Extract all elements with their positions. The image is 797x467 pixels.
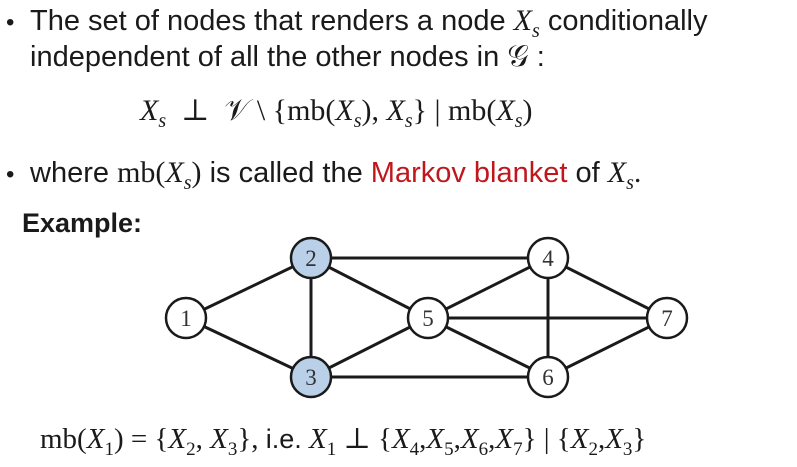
bullet-2-line: where mb(Xs) is called the Markov blanke… <box>30 156 641 200</box>
node-5: 5 <box>406 296 450 340</box>
node-circle-4 <box>526 236 570 280</box>
bullet-1-line-1: The set of nodes that renders a node Xs … <box>30 4 707 48</box>
bullet-dot-1: • <box>6 9 15 36</box>
mb-expression: mb(Xs) <box>117 156 202 194</box>
node-label-3: 3 <box>305 365 317 390</box>
edge-1-2 <box>185 256 312 320</box>
node-1: 1 <box>164 296 208 340</box>
ie-text: i.e. <box>265 424 302 454</box>
node-label-6: 6 <box>542 365 554 390</box>
example-label: Example: <box>22 208 143 238</box>
node-label-2: 2 <box>305 246 317 271</box>
node-circle-7 <box>645 296 689 340</box>
bullet-1-colon: : <box>536 41 545 73</box>
edge-5-6 <box>427 316 549 379</box>
node-circle-5 <box>406 296 450 340</box>
node-2: 2 <box>289 236 333 280</box>
edge-5-4 <box>427 256 549 320</box>
bullet-1-text-a: The set of nodes that renders a node <box>30 5 506 37</box>
graph-symbol: 𝒢 <box>507 40 529 73</box>
node-symbol: Xs <box>513 4 540 42</box>
node-label-4: 4 <box>542 246 554 271</box>
edge-6-7 <box>547 316 668 379</box>
bullet-2-text-c: of <box>575 157 600 189</box>
markov-blanket-term: Markov blanket <box>370 157 568 189</box>
markov-blanket-definition: Xs ⊥ 𝒱 \ {mb(Xs), Xs} | mb(Xs) <box>140 94 533 132</box>
node-4: 4 <box>526 236 570 280</box>
example-result: mb(X1) = {X2, X3}, i.e. X1 ⊥ {X4,X5,X6,X… <box>40 423 647 460</box>
bullet-1-text-b: conditionally <box>547 5 708 37</box>
node-label-1: 1 <box>180 306 192 331</box>
node-symbol-2: Xs. <box>607 156 642 194</box>
node-3: 3 <box>289 355 333 399</box>
node-label-7: 7 <box>661 306 673 331</box>
bullet-1-text-c: independent of all the other nodes in <box>30 41 500 73</box>
edge-3-5 <box>310 316 429 379</box>
bullet-2-text-a: where <box>30 157 109 189</box>
node-circle-6 <box>526 355 570 399</box>
edge-1-3 <box>185 316 312 379</box>
node-7: 7 <box>645 296 689 340</box>
bullet-2-text-b: is called the <box>209 157 363 189</box>
node-6: 6 <box>526 355 570 399</box>
edge-2-5 <box>310 256 429 320</box>
node-label-5: 5 <box>422 306 434 331</box>
bullet-1-line-2: independent of all the other nodes in 𝒢 … <box>30 40 545 74</box>
node-circle-2 <box>289 236 333 280</box>
node-circle-1 <box>164 296 208 340</box>
edge-4-7 <box>547 256 668 320</box>
graph-nodes: 1 2 3 4 5 6 7 <box>164 236 689 399</box>
node-circle-3 <box>289 355 333 399</box>
bullet-dot-2: • <box>6 161 15 188</box>
